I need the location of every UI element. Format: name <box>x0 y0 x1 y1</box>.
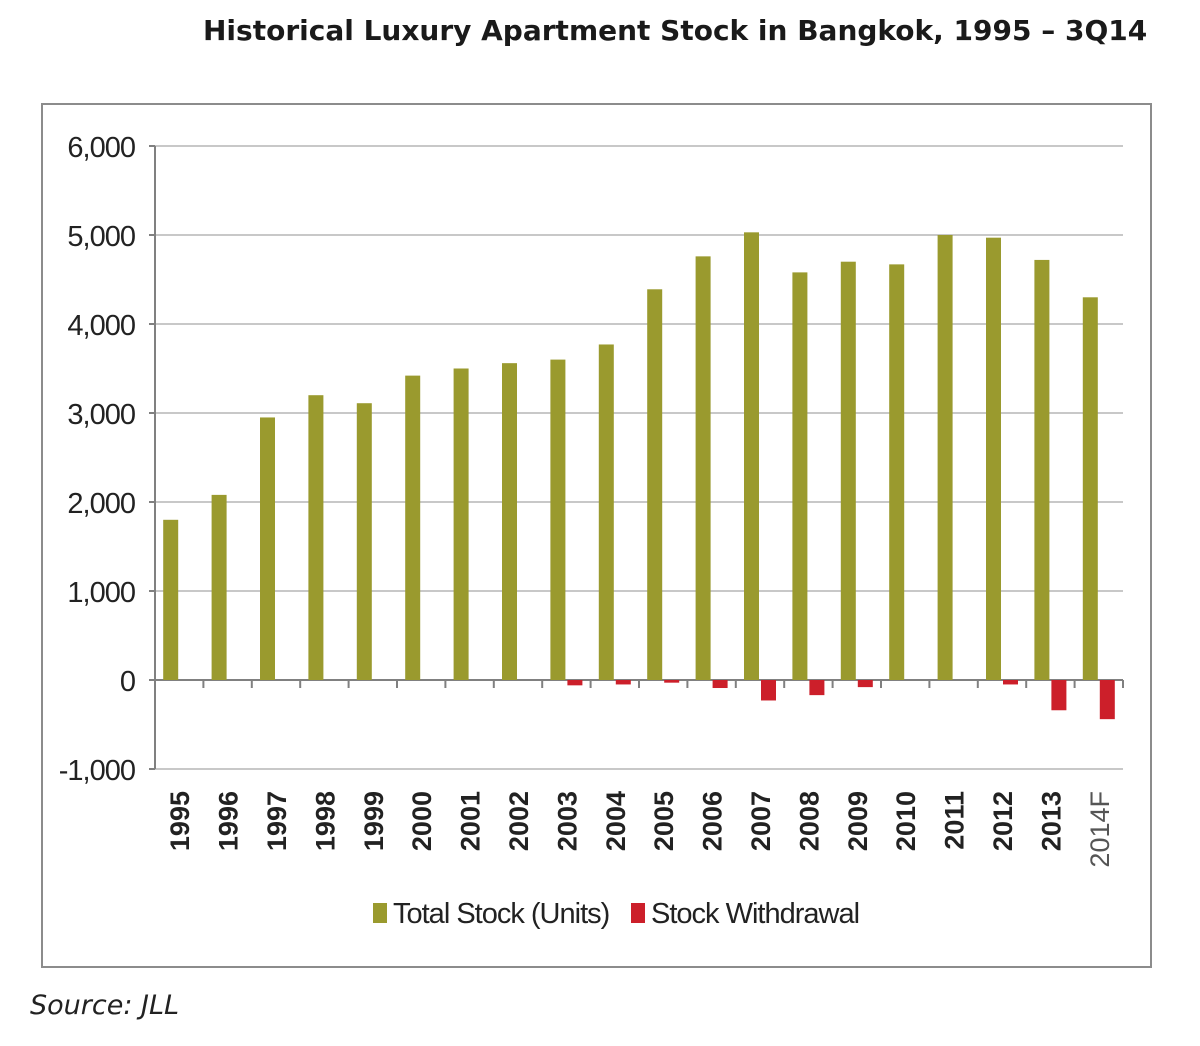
y-tick-label: 5,000 <box>67 221 135 253</box>
x-tick-label: 2006 <box>698 791 728 851</box>
x-tick-label: 1998 <box>310 791 340 851</box>
x-tick-label: 2000 <box>407 791 437 851</box>
total-stock-bar <box>647 289 663 680</box>
x-tick-label: 1995 <box>165 791 195 851</box>
total-stock-bar <box>211 494 227 680</box>
x-tick-label: 2002 <box>504 791 534 851</box>
stock-withdrawal-bar <box>1003 680 1018 685</box>
x-tick-label: 2011 <box>940 791 970 850</box>
x-tick-label: 2008 <box>794 791 824 851</box>
total-stock-bar <box>792 272 808 680</box>
x-tick-label: 2009 <box>843 791 873 851</box>
legend-label-stock-withdrawal: Stock Withdrawal <box>651 898 859 930</box>
y-tick-label: -1,000 <box>59 755 135 787</box>
y-tick-label: 1,000 <box>67 577 135 609</box>
stock-withdrawal-bar <box>664 680 680 683</box>
x-tick-label: 2001 <box>456 791 486 851</box>
total-stock-bar <box>356 403 372 680</box>
total-stock-bar <box>453 368 469 680</box>
x-tick-label: 2013 <box>1036 791 1066 851</box>
legend-label-total-stock: Total Stock (Units) <box>393 898 609 930</box>
total-stock-bar <box>163 519 179 680</box>
y-tick-label: 3,000 <box>67 399 135 431</box>
total-stock-bar <box>550 359 566 680</box>
total-stock-bar <box>1082 297 1098 680</box>
x-tick-label: 1996 <box>214 791 244 851</box>
stock-withdrawal-bar <box>1051 680 1067 711</box>
total-stock-bar <box>502 363 517 680</box>
y-tick-label: 6,000 <box>67 132 135 164</box>
x-tick-label: 1999 <box>359 791 389 851</box>
x-tick-label: 2005 <box>649 791 679 851</box>
x-tick-label: 1997 <box>262 791 292 851</box>
legend-swatch-stock-withdrawal <box>631 903 645 923</box>
chart-title: Historical Luxury Apartment Stock in Ban… <box>203 14 1148 47</box>
stock-withdrawal-bar <box>567 680 583 686</box>
stock-withdrawal-bar <box>809 680 825 696</box>
stock-withdrawal-bar <box>1099 680 1115 720</box>
total-stock-bar <box>695 256 711 680</box>
stock-withdrawal-bar <box>857 680 873 688</box>
legend-swatch-total-stock <box>373 903 387 923</box>
x-tick-label: 2012 <box>988 791 1018 851</box>
y-tick-label: 0 <box>120 666 135 698</box>
stock-withdrawal-bar <box>761 680 776 701</box>
source-note: Source: JLL <box>30 990 180 1021</box>
total-stock-bar <box>840 261 856 680</box>
y-tick-label: 4,000 <box>67 310 135 342</box>
x-tick-label: 2003 <box>552 791 582 851</box>
chart-frame: -1,000 0 1,000 2,000 3,000 4,000 5,000 6,000 199… <box>41 103 1152 968</box>
total-stock-bar <box>308 395 324 680</box>
total-stock-bar <box>986 237 1001 681</box>
stock-withdrawal-bar <box>712 680 728 689</box>
total-stock-bar <box>889 264 905 680</box>
x-tick-label: 2004 <box>601 791 631 851</box>
total-stock-bar <box>598 344 614 680</box>
y-tick-label: 2,000 <box>67 488 135 520</box>
total-stock-bar <box>260 417 275 680</box>
total-stock-bar <box>1034 259 1050 680</box>
x-tick-label: 2014F <box>1085 791 1115 868</box>
x-tick-label: 2007 <box>746 791 776 851</box>
stock-withdrawal-bar <box>615 680 631 685</box>
total-stock-bar <box>744 232 759 680</box>
total-stock-bar <box>405 375 421 680</box>
bar-chart: -1,000 0 1,000 2,000 3,000 4,000 5,000 6,000 199… <box>59 132 1124 930</box>
total-stock-bar <box>937 235 953 680</box>
x-tick-label: 2010 <box>891 791 921 851</box>
